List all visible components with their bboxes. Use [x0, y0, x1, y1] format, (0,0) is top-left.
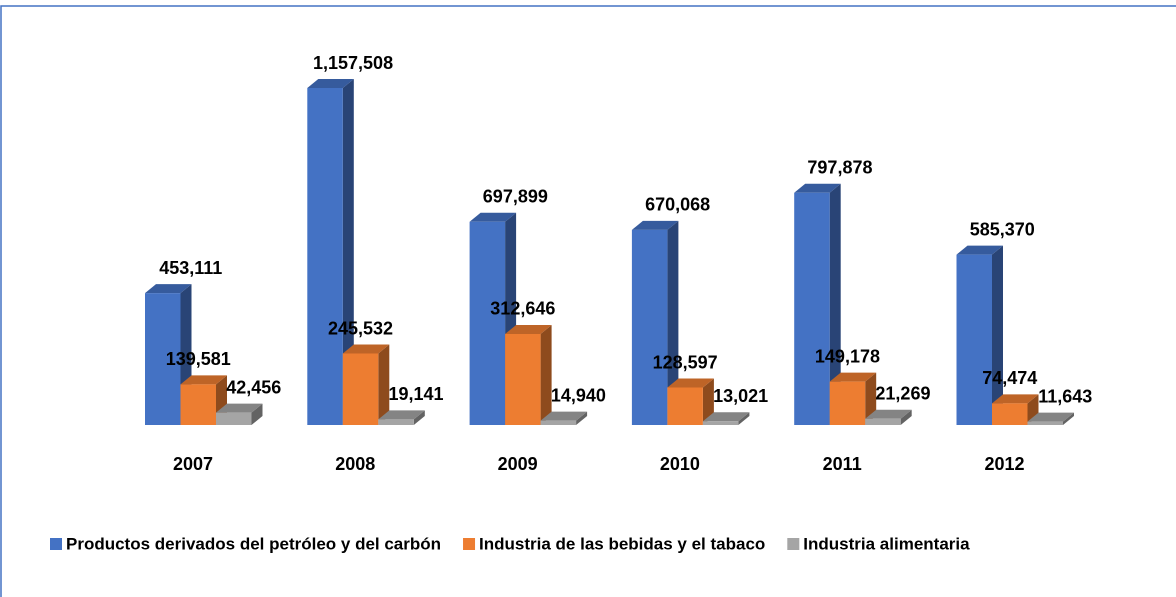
- bar: [702, 412, 750, 425]
- bar: [829, 372, 877, 425]
- bar-top: [631, 220, 679, 230]
- legend-swatch: [787, 538, 800, 550]
- bar-front: [505, 333, 541, 425]
- bar-front: [865, 418, 901, 425]
- bar-side: [900, 409, 912, 425]
- bar-top: [1027, 412, 1074, 422]
- data-label: 149,178: [815, 346, 880, 366]
- bar-top: [216, 403, 263, 413]
- bar-side: [378, 344, 390, 425]
- bar-front: [216, 412, 252, 425]
- bar: [342, 344, 390, 425]
- data-label: 245,532: [328, 318, 393, 338]
- data-label: 312,646: [490, 299, 555, 319]
- bar-side: [992, 245, 1003, 425]
- bar-front: [540, 420, 577, 425]
- bar-top: [469, 212, 517, 222]
- bar-top: [865, 409, 912, 419]
- bar-front: [307, 88, 343, 425]
- data-label: 139,581: [166, 349, 231, 369]
- bar-side: [738, 412, 750, 425]
- bar: [505, 324, 552, 425]
- bar-front: [956, 254, 992, 425]
- bar-side: [540, 324, 552, 425]
- bar-front: [145, 293, 181, 425]
- data-label: 19,141: [389, 384, 444, 404]
- bar: [540, 411, 588, 425]
- data-label: 697,899: [483, 187, 548, 207]
- data-label: 13,021: [713, 386, 768, 406]
- bar-top: [505, 324, 552, 334]
- bar-top: [667, 378, 714, 388]
- bar-front: [829, 381, 866, 425]
- bar-top: [180, 375, 227, 385]
- bar-top: [829, 372, 877, 382]
- bar-front: [469, 221, 506, 425]
- bar: [216, 403, 263, 425]
- bar-front: [667, 387, 703, 425]
- x-tick-label: 2009: [498, 454, 538, 474]
- bar-top: [702, 412, 750, 422]
- x-tick-label: 2012: [984, 454, 1024, 474]
- bar-side: [667, 220, 679, 425]
- bar: [180, 375, 227, 425]
- bar-front: [342, 353, 379, 425]
- bar-side: [576, 411, 588, 425]
- data-label: 14,940: [551, 385, 606, 405]
- x-tick-label: 2008: [335, 454, 375, 474]
- legend-label: Industria alimentaria: [803, 534, 970, 553]
- bar: [1027, 412, 1074, 425]
- bar-top: [145, 284, 192, 294]
- bar: [378, 410, 425, 425]
- legend-label: Productos derivados del petróleo y del c…: [66, 534, 441, 553]
- bar-top: [794, 183, 841, 193]
- bar-top: [307, 79, 354, 88]
- bar-top: [992, 394, 1039, 404]
- bar-front: [180, 384, 216, 425]
- bar-front: [702, 421, 739, 425]
- data-label: 1,157,508: [313, 53, 393, 73]
- bar-top: [378, 410, 425, 420]
- bar-side: [865, 372, 877, 425]
- bar-side: [413, 410, 425, 425]
- data-label: 585,370: [970, 219, 1035, 239]
- bar-side: [251, 403, 263, 425]
- data-label: 453,111: [159, 258, 222, 278]
- x-tick-label: 2011: [823, 454, 862, 474]
- bar-top: [342, 344, 390, 354]
- bar: [956, 245, 1003, 425]
- bar: [667, 378, 714, 425]
- x-tick-label: 2007: [173, 454, 213, 474]
- data-label: 670,068: [645, 195, 710, 215]
- data-label: 42,456: [226, 377, 281, 397]
- bar-front: [378, 419, 414, 425]
- bar: [794, 183, 841, 425]
- legend-swatch: [50, 538, 62, 550]
- bar-side: [702, 378, 714, 425]
- data-label: 797,878: [807, 157, 872, 177]
- chart-border: [0, 5, 1176, 597]
- bar-front: [631, 229, 668, 425]
- legend-swatch: [463, 538, 476, 550]
- bar: [865, 409, 912, 425]
- data-label: 128,597: [653, 352, 718, 372]
- bar-front: [1027, 421, 1063, 425]
- bar-side: [829, 183, 841, 425]
- bar-side: [1063, 412, 1074, 425]
- bar-side: [342, 79, 354, 425]
- bar: [307, 79, 354, 425]
- legend-label: Industria de las bebidas y el tabaco: [479, 534, 765, 553]
- data-label: 21,269: [875, 384, 930, 404]
- data-label: 11,643: [1038, 386, 1092, 406]
- bar: [631, 220, 679, 425]
- bar-front: [794, 192, 830, 425]
- data-label: 74,474: [982, 368, 1037, 388]
- bar-top: [956, 245, 1003, 255]
- bar-front: [992, 403, 1028, 425]
- x-tick-label: 2010: [660, 454, 700, 474]
- bar-top: [540, 411, 588, 421]
